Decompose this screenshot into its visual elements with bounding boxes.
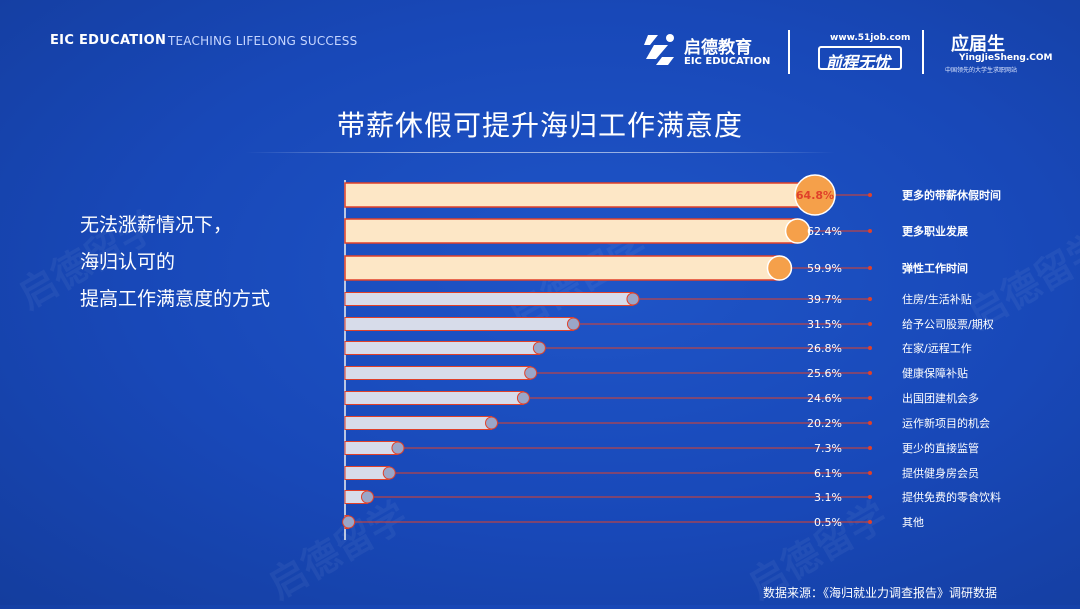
yingjiesheng-cn: 应届生 xyxy=(951,34,1005,55)
eic-logo-mark-icon xyxy=(644,34,674,65)
value-label: 3.1% xyxy=(814,491,842,504)
category-label: 更少的直接监管 xyxy=(902,441,979,455)
leader-dot xyxy=(868,421,872,425)
page-title: 带薪休假可提升海归工作满意度 xyxy=(336,109,743,142)
51job-text: 前程无忧 xyxy=(826,53,891,72)
value-label: 59.9% xyxy=(807,262,842,275)
brand-slogan: TEACHING LIFELONG SUCCESS xyxy=(168,34,358,48)
bar-end-cap xyxy=(784,218,811,244)
51job-logo: www.51job.com 前程无忧 xyxy=(808,33,910,73)
bar-end-cap xyxy=(766,255,793,281)
yingjiesheng-sub: 中国领先的大学生求职网站 xyxy=(945,67,1018,74)
leader-dot xyxy=(868,495,872,499)
leader-dot xyxy=(868,193,872,197)
bar xyxy=(344,292,634,306)
bar xyxy=(344,218,799,244)
leader-dot xyxy=(868,297,872,301)
bar xyxy=(344,366,532,380)
category-label: 更多职业发展 xyxy=(902,224,969,238)
bar-end-cap xyxy=(360,490,374,504)
bar-end-cap xyxy=(485,416,499,430)
bar-end-cap xyxy=(794,174,836,216)
category-label: 在家/远程工作 xyxy=(902,341,972,355)
side-text-line: 提高工作满意度的方式 xyxy=(80,288,271,310)
leader-dot xyxy=(868,346,872,350)
value-label: 31.5% xyxy=(807,318,842,331)
category-label: 更多的带薪休假时间 xyxy=(902,188,1001,202)
bar xyxy=(344,391,524,405)
value-label: 64.8% xyxy=(796,189,834,202)
51job-url: www.51job.com xyxy=(830,33,911,43)
bar xyxy=(344,466,390,480)
eic-logo-en: EIC EDUCATION xyxy=(684,56,771,67)
value-label: 39.7% xyxy=(807,293,842,306)
value-label: 20.2% xyxy=(807,417,842,430)
logo-divider xyxy=(788,30,790,74)
category-label: 运作新项目的机会 xyxy=(902,416,990,430)
side-text: 无法涨薪情况下， 海归认可的 提高工作满意度的方式 xyxy=(80,207,270,318)
bar-end-cap xyxy=(566,317,580,331)
category-label: 提供健身房会员 xyxy=(902,466,979,480)
leader-dot xyxy=(868,371,872,375)
value-label: 0.5% xyxy=(814,516,842,529)
eic-logo-cn: 启德教育 xyxy=(684,38,752,58)
value-label: 25.6% xyxy=(807,367,842,380)
leader-dot xyxy=(868,446,872,450)
data-source: 数据来源：《海归就业力调查报告》调研数据 xyxy=(762,586,997,600)
leader-dot xyxy=(868,229,872,233)
bar-end-cap xyxy=(342,515,356,529)
category-label: 住房/生活补贴 xyxy=(902,292,972,306)
value-label: 6.1% xyxy=(814,467,842,480)
yingjiesheng-domain: YingJieSheng.COM xyxy=(959,53,1053,63)
value-label: 26.8% xyxy=(807,342,842,355)
bar-end-cap xyxy=(391,441,405,455)
leader-dot xyxy=(868,396,872,400)
yingjiesheng-logo: 应届生 YingJieSheng.COM 中国领先的大学生求职网站 xyxy=(945,30,1052,74)
bar-end-cap xyxy=(524,366,538,380)
side-text-line: 海归认可的 xyxy=(80,251,176,273)
side-text-line: 无法涨薪情况下， xyxy=(80,214,233,236)
category-label: 弹性工作时间 xyxy=(902,261,968,275)
leader-dot xyxy=(868,266,872,270)
category-label: 给予公司股票/期权 xyxy=(902,318,994,331)
category-label: 其他 xyxy=(902,516,924,529)
bar xyxy=(344,416,493,430)
bar xyxy=(344,182,816,208)
leader-dot xyxy=(868,520,872,524)
value-label: 62.4% xyxy=(807,225,842,238)
51job-badge: 前程无忧 xyxy=(818,46,902,72)
category-label: 提供免费的零食饮料 xyxy=(902,490,1001,504)
bar xyxy=(344,255,781,281)
brand-name: EIC EDUCATION xyxy=(50,33,167,48)
value-label: 7.3% xyxy=(814,442,842,455)
category-label: 出国团建机会多 xyxy=(902,391,979,405)
bar-end-cap xyxy=(516,391,530,405)
leader-dot xyxy=(868,471,872,475)
bar-end-cap xyxy=(382,466,396,480)
bar-end-cap xyxy=(532,341,546,355)
bar xyxy=(344,317,574,331)
value-label: 24.6% xyxy=(807,392,842,405)
logo-divider xyxy=(922,30,924,74)
bar xyxy=(344,341,540,355)
category-label: 健康保障补贴 xyxy=(902,366,968,380)
title-divider xyxy=(245,152,835,153)
leader-dot xyxy=(868,322,872,326)
bar xyxy=(344,441,399,455)
bar-end-cap xyxy=(626,292,640,306)
